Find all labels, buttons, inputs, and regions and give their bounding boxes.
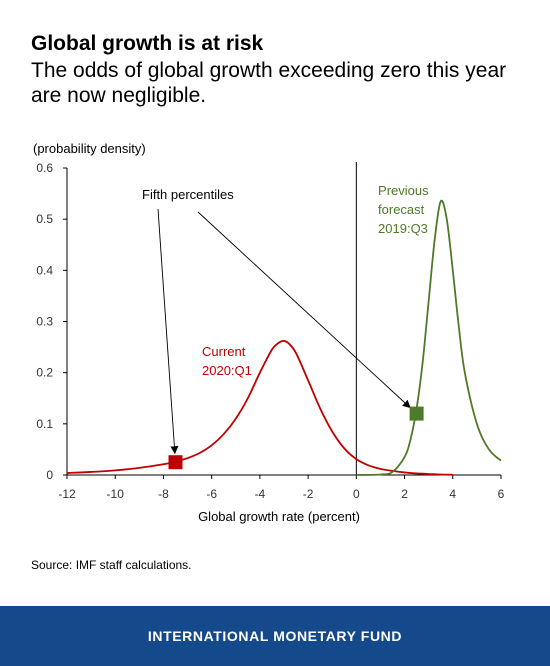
previous-fifth-percentile-marker [409,406,424,421]
footer-banner: INTERNATIONAL MONETARY FUND [0,606,550,666]
y-tick-label: 0.4 [36,263,53,277]
current-series-label: Current [202,344,246,359]
annotation-arrow [157,208,179,455]
y-axis-label: (probability density) [33,141,146,156]
current-series-label: 2020:Q1 [202,363,252,378]
y-tick-label: 0.5 [36,212,53,226]
fifth-percentiles-annotation: Fifth percentiles [142,187,234,202]
chart-subtitle: The odds of global growth exceeding zero… [31,59,507,107]
x-tick-label: -2 [303,487,314,501]
density-chart: 0 0.1 0.2 0.3 0.4 0.5 0.6 -12 -10 -8 -6 -4 -2 0 2 4 6 (pr… [33,141,505,524]
annotation-arrow [197,211,411,409]
x-tick-label: -12 [58,487,76,501]
previous-series-label: Previous [378,183,429,198]
y-tick-label: 0.6 [36,161,53,175]
y-tick-label: 0 [46,468,53,482]
previous-series-label: forecast [378,202,425,217]
x-tick-label: 0 [353,487,360,501]
source-note: Source: IMF staff calculations. [31,558,192,572]
x-tick-label: -4 [255,487,266,501]
current-fifth-percentile-marker [168,455,183,470]
x-tick-label: -8 [158,487,169,501]
x-tick-label: 2 [401,487,408,501]
y-tick-label: 0.1 [36,417,53,431]
x-tick-label: -6 [206,487,217,501]
y-tick-label: 0.2 [36,366,53,380]
x-tick-label: 6 [498,487,505,501]
previous-series-label: 2019:Q3 [378,221,428,236]
chart-title: Global growth is at risk [31,32,264,55]
x-axis-label: Global growth rate (percent) [198,509,360,524]
y-tick-label: 0.3 [36,315,53,329]
org-name: INTERNATIONAL MONETARY FUND [147,628,403,644]
current-density-line [66,339,453,476]
x-tick-label: -10 [107,487,125,501]
previous-density-line [356,199,502,476]
x-tick-label: 4 [449,487,456,501]
